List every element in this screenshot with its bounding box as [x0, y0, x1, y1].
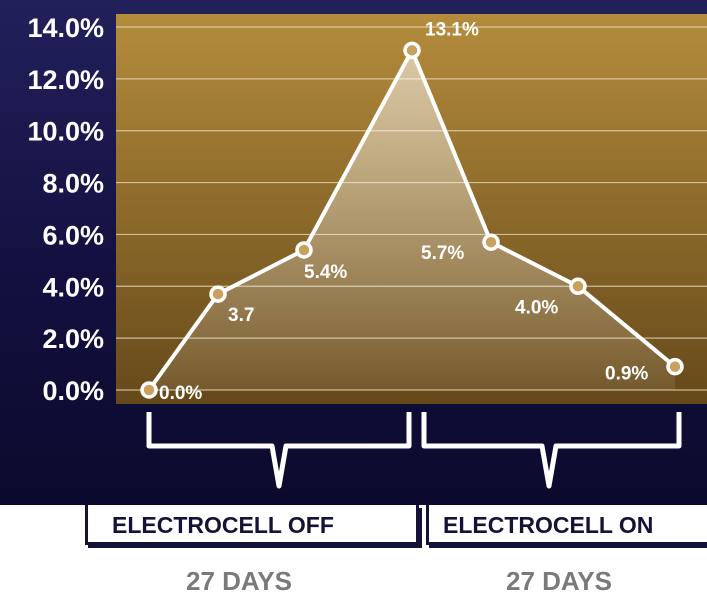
- electrocell-on-label: ELECTROCELL ON: [426, 505, 707, 545]
- data-label: 5.4%: [304, 262, 347, 283]
- brace-on: [421, 412, 682, 489]
- y-tick-label: 14.0%: [27, 13, 104, 43]
- y-tick-label: 8.0%: [42, 169, 104, 199]
- y-axis-ticks: 14.0% 12.0% 10.0% 8.0% 6.0% 4.0% 2.0% 0.0%: [27, 13, 104, 406]
- data-label: 0.9%: [605, 364, 648, 385]
- electrocell-off-label: ELECTROCELL OFF: [85, 505, 419, 545]
- days-off-label: 27 DAYS: [186, 566, 292, 596]
- y-tick-label: 12.0%: [27, 65, 104, 95]
- y-tick-label: 2.0%: [42, 324, 104, 354]
- data-point: [140, 381, 158, 399]
- data-point: [403, 41, 421, 60]
- area-fill: [149, 50, 675, 390]
- group-braces: [146, 412, 682, 489]
- brace-off: [146, 412, 412, 489]
- data-label: 5.7%: [421, 243, 464, 264]
- data-point: [295, 241, 313, 259]
- data-label: 0.0%: [159, 383, 202, 404]
- data-point: [482, 233, 500, 251]
- data-points: [140, 41, 684, 399]
- data-label: 3.7: [228, 305, 254, 326]
- data-point: [209, 285, 227, 303]
- data-point: [569, 277, 587, 296]
- y-tick-label: 6.0%: [42, 220, 104, 250]
- data-label: 13.1%: [425, 19, 479, 40]
- days-on-label: 27 DAYS: [506, 566, 612, 596]
- data-label: 4.0%: [515, 297, 558, 318]
- data-point: [666, 357, 684, 376]
- y-tick-label: 10.0%: [27, 117, 104, 147]
- y-tick-label: 0.0%: [42, 376, 104, 406]
- data-labels: 0.0% 3.7 5.4% 13.1% 5.7% 4.0% 0.9%: [159, 19, 648, 404]
- y-tick-label: 4.0%: [42, 272, 104, 302]
